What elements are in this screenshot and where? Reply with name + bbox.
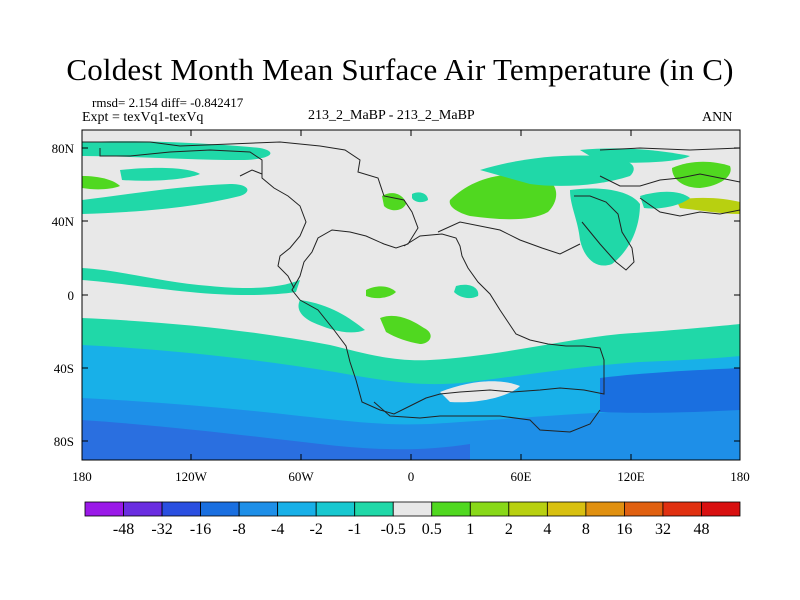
colorbar-box [508,501,548,517]
colorbar-box [123,501,163,517]
colorbar-label: -8 [232,521,245,538]
north-pacific-green [82,176,120,190]
colorbar-box [585,501,625,517]
coastline-east-continent [574,147,740,271]
colorbar-label: -1 [348,521,361,538]
colorbar-label: 16 [616,521,632,538]
east-asia-yellow [676,197,740,214]
east-asia-teal [640,191,690,209]
experiment-text: Expt = texVq1-texVq [82,110,204,125]
colorbar-label: 2 [505,521,513,538]
lat-label-40s: 40S [54,361,74,376]
antarctic-neutral-patch [440,381,520,403]
lat-label-0: 0 [68,288,75,303]
colorbar-box [161,501,201,517]
lon-labels: 180 120W 60W 0 60E 120E 180 [72,469,750,484]
lat-label-40n: 40N [52,214,75,229]
lon-label-180e: 180 [730,469,750,484]
colorbar-label: -0.5 [381,521,406,538]
colorbar-box [469,501,510,517]
map-title: Coldest Month Mean Surface Air Temperatu… [66,52,734,87]
atlantic-patch-green [380,315,431,344]
europe-teal-blob [412,192,428,203]
lon-ticks [190,130,632,460]
eurasia-north-teal [580,148,690,163]
colorbar-label: -16 [190,521,211,538]
colorbar-box [624,501,664,517]
lon-label-180w: 180 [72,469,92,484]
colorbar-box [662,501,702,517]
colorbar-box [200,501,240,517]
lat-labels: 80N 40N 0 40S 80S [52,141,75,449]
tropic-band-left [82,268,300,295]
map-field [82,130,740,460]
eurasia-teal [480,155,634,186]
north-band-top [82,141,271,160]
colorbar-box [238,501,279,517]
colorbar-box [546,501,587,517]
colorbar-label: -32 [151,521,172,538]
asia-teal-lobe [570,188,640,266]
coastline-antarctic [373,401,601,433]
lon-label-0: 0 [408,469,415,484]
colorbar-box [277,501,317,517]
stats-text: rmsd= 2.154 diff= -0.842417 [92,95,244,110]
colorbar-label: 32 [655,521,671,538]
indian-patch [454,284,479,299]
atlantic-patch-small [366,286,396,299]
colorbar-label: 1 [466,521,474,538]
period-label: ANN [702,110,733,125]
lon-label-120w: 120W [175,469,208,484]
colorbar-label: 4 [543,521,551,538]
lat-label-80s: 80S [54,434,74,449]
colorbar-label: -4 [271,521,284,538]
lon-label-60e: 60E [511,469,532,484]
colorbar-label: -48 [113,521,134,538]
colorbar-box [315,501,356,517]
colorbar-box [392,501,433,517]
lat-label-80n: 80N [52,141,75,156]
colorbar-label: 0.5 [422,521,442,538]
difference-label: 213_2_MaBP - 213_2_MaBP [308,108,475,123]
coastline-west-continent [82,141,605,415]
lat-ticks [82,147,740,442]
colorbar-box [354,501,394,517]
east-asia-green [672,161,731,188]
coastline-interior [239,169,581,255]
colorbar-box [431,501,471,517]
coastline-north-strip [99,148,307,289]
colorbar-label: 8 [582,521,590,538]
europe-green-blob [382,193,406,211]
lon-label-60w: 60W [288,469,314,484]
south-east-deep [600,368,740,413]
colorbar: -48 -32 -16 -8 -4 -2 -1 -0.5 0.5 1 2 4 8 16 32 48 [84,501,741,538]
colorbar-label: -2 [310,521,323,538]
lon-label-120e: 120E [617,469,645,484]
north-pacific-teal2 [120,167,200,181]
eurasia-green [449,174,557,220]
colorbar-label: 48 [693,521,709,538]
colorbar-box [84,501,124,517]
south-band-darkest [82,420,470,460]
north-pacific-band [82,184,248,214]
colorbar-box [701,501,741,517]
coastlines [82,141,740,433]
